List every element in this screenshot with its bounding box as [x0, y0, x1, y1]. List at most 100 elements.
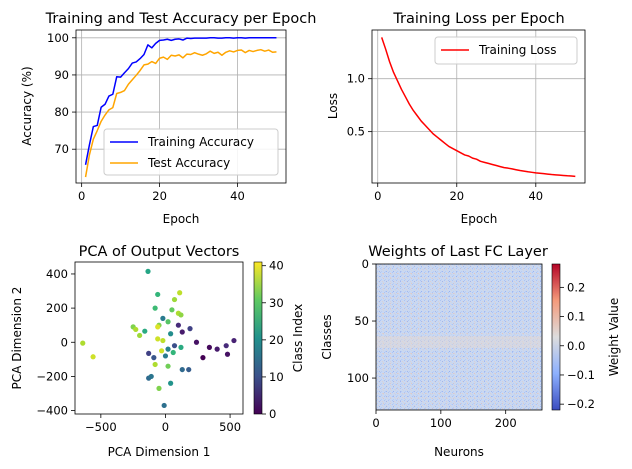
pca-panel: PCA of Output Vectors −500 0 500 −400 −200 0 2…	[10, 244, 305, 459]
pca-ytick-label: 200	[46, 301, 68, 315]
pca-point	[155, 291, 161, 298]
pca-point	[206, 344, 212, 350]
accuracy-xtick-label: 0	[78, 189, 85, 203]
weights-title: Weights of Last FC Layer	[368, 244, 548, 260]
pca-point	[179, 366, 185, 373]
pca-point	[179, 329, 185, 335]
pca-xtick-label: 500	[219, 420, 241, 434]
pca-colorbar-tick-label: 20	[269, 333, 284, 347]
pca-point	[160, 315, 166, 321]
pca-point	[137, 332, 143, 339]
pca-point	[193, 339, 200, 345]
pca-point	[142, 328, 148, 334]
pca-colorbar	[253, 261, 263, 415]
pca-point	[160, 337, 166, 344]
loss-ylabel: Loss	[326, 93, 340, 119]
pca-point	[80, 340, 86, 346]
pca-point	[171, 343, 178, 349]
weights-colorbar	[551, 263, 561, 411]
loss-title: Training Loss per Epoch	[392, 11, 564, 27]
pca-point	[200, 355, 206, 361]
accuracy-line-1	[84, 48, 277, 178]
loss-xlabel: Epoch	[461, 212, 498, 226]
pca-point	[165, 319, 171, 325]
weights-colorbar-tick-label: −0.1	[567, 368, 595, 382]
weights-ticks: 0 100 200 0 50 100	[347, 257, 517, 430]
pca-ytick-label: −200	[36, 369, 68, 383]
accuracy-ylabel: Accuracy (%)	[20, 66, 34, 145]
weights-colorbar-label: Weight Value	[607, 298, 621, 377]
weights-xtick-label: 0	[372, 416, 379, 430]
loss-legend: Training Loss	[434, 36, 578, 65]
accuracy-line-0	[84, 37, 277, 165]
pca-point	[175, 322, 181, 328]
weights-ytick-label: 50	[354, 314, 369, 328]
pca-point	[165, 346, 171, 352]
pca-point	[155, 336, 161, 342]
pca-point	[178, 312, 184, 318]
weights-ytick-label: 100	[347, 371, 369, 385]
weights-heatmap-band	[376, 336, 542, 348]
weights-ylabel: Classes	[320, 314, 334, 359]
accuracy-xlabel: Epoch	[163, 212, 200, 226]
loss-ticks: 0 20 40 0.5 1.0	[347, 72, 543, 203]
pca-xtick-label: −500	[85, 420, 117, 434]
pca-ylabel: PCA Dimension 2	[10, 287, 24, 390]
pca-ytick-label: 0	[61, 335, 68, 349]
pca-point	[165, 363, 171, 369]
legend-label-training-accuracy: Training Accuracy	[147, 135, 254, 149]
weights-heatmap-texture-2	[376, 264, 542, 410]
loss-xtick-label: 0	[374, 189, 381, 203]
pca-point	[90, 354, 96, 360]
weights-colorbar-ticks: −0.2 −0.1 0.0 0.1 0.2	[560, 280, 595, 411]
pca-point	[148, 373, 154, 380]
weights-panel: Weights of Last FC Layer 0 100 200 0 50 100 N…	[320, 244, 621, 459]
legend-label-test-accuracy: Test Accuracy	[147, 156, 230, 170]
pca-point	[169, 307, 175, 313]
loss-frame	[371, 29, 586, 184]
pca-point	[133, 326, 139, 333]
pca-point	[168, 380, 174, 386]
pca-point	[187, 326, 193, 332]
accuracy-panel: Training and Test Accuracy per Epoch 0 20…	[20, 11, 316, 226]
pca-ytick-label: −400	[36, 404, 68, 418]
pca-colorbar-tick-label: 10	[269, 370, 284, 384]
accuracy-title: Training and Test Accuracy per Epoch	[45, 11, 317, 27]
pca-point	[155, 324, 161, 330]
accuracy-frame	[75, 29, 287, 184]
pca-ytick-label: 400	[46, 267, 68, 281]
pca-title: PCA of Output Vectors	[79, 244, 240, 260]
loss-legend-box	[434, 36, 578, 65]
weights-colorbar-tick-label: 0.0	[567, 339, 585, 353]
pca-colorbar-tick-label: 0	[269, 407, 276, 421]
accuracy-ytick-label: 90	[54, 68, 69, 82]
loss-ytick-label: 1.0	[347, 72, 365, 86]
loss-line-0	[380, 37, 576, 178]
pca-point	[145, 268, 151, 274]
pca-xlabel: PCA Dimension 1	[108, 445, 211, 459]
pca-point	[168, 331, 174, 337]
pca-points	[80, 268, 237, 409]
pca-point	[146, 350, 152, 356]
pca-point	[223, 343, 229, 349]
pca-ticks: −500 0 500 −400 −200 0 200 400	[36, 267, 241, 434]
pca-point	[178, 344, 184, 350]
accuracy-series	[84, 37, 277, 178]
pca-colorbar-label: Class Index	[291, 304, 305, 372]
accuracy-legend-box	[103, 128, 279, 176]
accuracy-xtick-label: 40	[230, 189, 245, 203]
loss-panel: Training Loss per Epoch 0 20 40 0.5 1.0 Epoc…	[326, 11, 586, 226]
pca-colorbar-ticks: 0 10 20 30 40	[262, 259, 284, 421]
weights-xtick-label: 200	[495, 416, 517, 430]
pca-point	[162, 353, 169, 359]
pca-point	[170, 349, 176, 356]
pca-colorbar-tick-label: 30	[269, 296, 284, 310]
accuracy-ytick-label: 70	[54, 142, 69, 156]
accuracy-ytick-label: 80	[54, 105, 69, 119]
pca-point	[161, 402, 167, 409]
pca-point	[186, 366, 192, 373]
pca-point	[177, 290, 183, 296]
pca-xtick-label: 0	[162, 420, 169, 434]
weights-xlabel: Neurons	[434, 445, 484, 459]
accuracy-legend: Training Accuracy Test Accuracy	[103, 128, 279, 176]
